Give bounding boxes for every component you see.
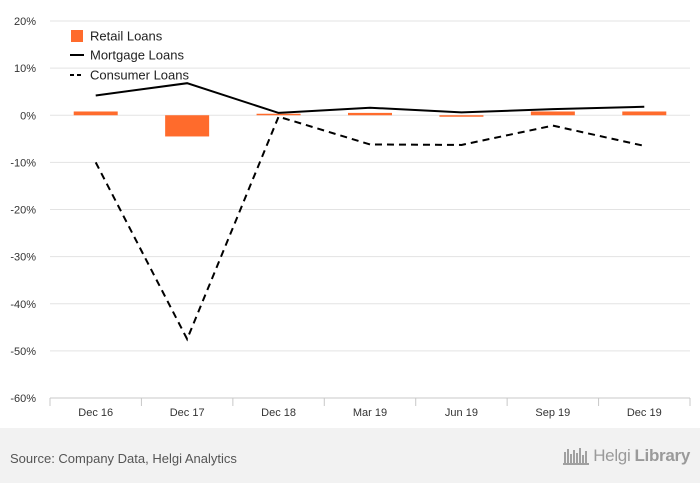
series-lines — [94, 82, 645, 342]
bar-retail-loans — [348, 112, 392, 116]
x-axis: Dec 16 Dec 17 Dec 18 Mar 19 Jun 19 Sep 19 Dec … — [49, 397, 691, 419]
x-tick-label: Sep 19 — [535, 407, 570, 419]
chart: 20%10%0%-10%-20%-30%-40%-50%-60% Dec 16 D… — [10, 16, 691, 419]
bar-retail-loans — [165, 115, 210, 137]
legend-label: Consumer Loans — [90, 68, 189, 83]
library-shelf-icon — [563, 448, 590, 465]
line-consumer-loans — [94, 115, 645, 342]
legend-label: Mortgage Loans — [90, 48, 184, 63]
bar-retail-loans — [256, 113, 301, 116]
x-tick-label: Dec 17 — [170, 407, 205, 419]
logo-text-bold: Library — [634, 446, 690, 465]
y-axis-labels: 20% 10% 0% -10% -20% -30% -40% -50% -60% — [10, 16, 36, 405]
retail-loans-bars — [73, 111, 667, 137]
x-tick-label: Dec 16 — [78, 407, 113, 419]
y-tick-label: -20% — [10, 205, 36, 217]
bar-retail-loans — [530, 111, 575, 116]
legend-label: Retail Loans — [90, 29, 163, 44]
legend: Retail Loans Mortgage Loans Consumer Loans — [70, 29, 189, 83]
x-tick-label: Mar 19 — [353, 407, 387, 419]
footer: Source: Company Data, Helgi Analytics He… — [0, 428, 700, 483]
y-tick-label: -50% — [10, 346, 36, 358]
helgi-library-logo[interactable]: Helgi Library — [563, 446, 690, 466]
y-tick-label: -60% — [10, 393, 36, 405]
y-tick-label: -10% — [10, 157, 36, 169]
line-mortgage-loans — [95, 82, 645, 114]
source-note: Source: Company Data, Helgi Analytics — [10, 451, 237, 466]
y-tick-label: 20% — [14, 16, 36, 28]
x-tick-label: Jun 19 — [445, 407, 478, 419]
x-tick-label: Dec 19 — [627, 407, 662, 419]
bar-retail-loans — [439, 115, 484, 117]
bar-retail-loans — [622, 111, 667, 116]
x-tick-label: Dec 18 — [261, 407, 296, 419]
y-tick-label: -30% — [10, 252, 36, 264]
legend-swatch-retail-loans — [71, 30, 83, 42]
y-tick-label: 0% — [20, 110, 36, 122]
bar-retail-loans — [73, 111, 118, 116]
y-tick-label: -40% — [10, 299, 36, 311]
logo-text-light: Helgi — [593, 446, 631, 465]
y-tick-label: 10% — [14, 63, 36, 75]
